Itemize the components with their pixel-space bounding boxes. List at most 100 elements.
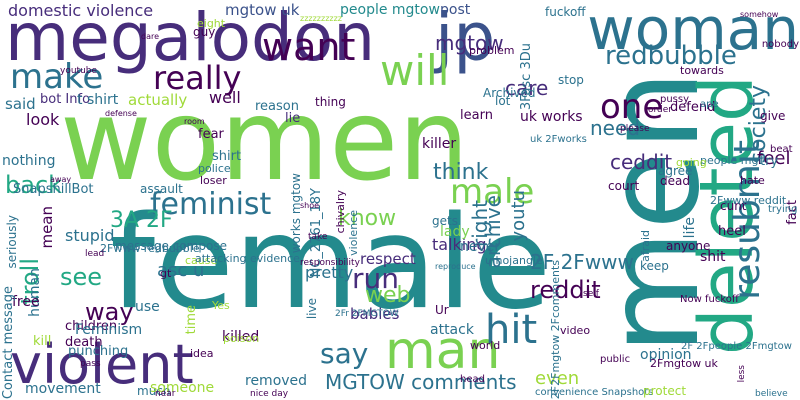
cloud-word: going	[676, 156, 707, 169]
cloud-word: heel	[718, 224, 746, 239]
cloud-word: kill	[33, 334, 52, 349]
cloud-word: cunt	[720, 199, 747, 213]
cloud-word: free	[12, 294, 40, 310]
cloud-word: cause	[185, 254, 218, 267]
cloud-word: lie	[285, 111, 301, 126]
cloud-word: 2Fwww reddit	[710, 194, 787, 207]
cloud-word: protect	[643, 384, 687, 398]
cloud-word: children	[65, 319, 118, 334]
cloud-word: lead	[85, 249, 105, 259]
cloud-word: 3A 2F	[110, 208, 173, 233]
cloud-word: way	[85, 298, 134, 326]
cloud-word: afraid	[639, 230, 652, 262]
cloud-word: violent	[10, 333, 194, 396]
cloud-word: nice day	[250, 389, 289, 399]
cloud-word: assault	[140, 182, 183, 196]
cloud-word: u hojangle	[485, 254, 543, 267]
cloud-word: mgtow	[435, 31, 504, 55]
cloud-word: Ur	[435, 303, 449, 317]
cloud-word: hit	[485, 307, 538, 353]
cloud-word: agree	[658, 164, 693, 178]
cloud-word: redbubble	[605, 41, 737, 71]
cloud-word: zzzzzzzzzz	[300, 14, 342, 23]
cloud-word: movement	[25, 381, 101, 397]
cloud-word: 3Fasc 3Du	[519, 43, 534, 111]
cloud-word: 2F 2Fpeople 2Fmgtow	[681, 341, 792, 352]
cloud-word: head	[460, 374, 485, 385]
cloud-word: fuckoff	[545, 5, 586, 19]
cloud-word: away	[50, 175, 72, 184]
cloud-word: 2F 2Fwww	[530, 250, 634, 274]
cloud-word: know	[338, 206, 397, 231]
cloud-word: life	[682, 217, 698, 239]
cloud-word: Archived	[483, 86, 536, 100]
cloud-word: female	[110, 189, 552, 338]
cloud-word: police	[198, 162, 231, 175]
cloud-word: respect	[360, 250, 416, 268]
cloud-word: try	[760, 154, 779, 169]
cloud-word: make	[10, 57, 104, 97]
cloud-word: lady	[440, 224, 470, 240]
cloud-word: stop	[558, 73, 584, 87]
cloud-word: male	[450, 172, 535, 212]
cloud-word: use	[135, 299, 160, 315]
cloud-word: Contact message	[1, 285, 16, 399]
cloud-word: nothing	[2, 153, 56, 169]
cloud-word: punching	[68, 344, 129, 359]
cloud-word: removed	[245, 373, 308, 389]
cloud-word: want	[262, 25, 356, 69]
cloud-word: uk 2Fworks	[530, 134, 587, 145]
cloud-word: nobody	[761, 39, 799, 50]
cloud-word: run	[352, 262, 400, 295]
cloud-word: order	[648, 105, 672, 115]
cloud-word: world	[470, 339, 501, 352]
cloud-word: woman	[587, 0, 799, 63]
cloud-word: shirt	[212, 149, 242, 164]
cloud-word: care	[505, 76, 549, 100]
cloud-word: MGTOW comments	[325, 370, 517, 394]
cloud-word: jp	[435, 0, 496, 76]
cloud-word: back	[5, 171, 63, 199]
cloud-word: say	[320, 337, 369, 370]
cloud-word: asc u	[157, 260, 205, 281]
cloud-word: fear	[198, 127, 224, 142]
cloud-word: feel	[757, 148, 791, 169]
cloud-word: man	[385, 321, 501, 381]
cloud-word: never	[460, 239, 501, 255]
cloud-word: even	[535, 368, 580, 389]
cloud-word: women	[60, 76, 470, 206]
cloud-word: killed	[222, 329, 260, 345]
cloud-word: believe	[755, 389, 788, 399]
cloud-word: mean	[38, 206, 56, 249]
cloud-word: feminist	[150, 187, 272, 222]
cloud-word: pussy	[660, 94, 690, 105]
cloud-word: self	[583, 289, 599, 299]
cloud-word: SnapshillBot	[13, 182, 94, 197]
cloud-word: time	[184, 305, 199, 335]
cloud-word: 2Fmgtow uk	[650, 357, 718, 370]
cloud-word: death	[65, 335, 103, 350]
cloud-word: gets	[432, 214, 458, 228]
cloud-word: thing	[315, 95, 346, 109]
cloud-word: violence	[347, 210, 360, 256]
cloud-word: hate	[740, 174, 765, 187]
cloud-word: take	[308, 232, 328, 242]
cloud-word: uk works	[520, 109, 583, 125]
cloud-word: pass	[80, 359, 101, 369]
cloud-word: youtube	[60, 66, 98, 76]
cloud-word: idea	[190, 347, 214, 360]
cloud-word: poison	[223, 332, 260, 345]
cloud-word: somehow	[740, 10, 779, 19]
cloud-word: killer	[422, 136, 457, 152]
cloud-word: loser	[200, 174, 227, 187]
cloud-word: people mgt	[700, 154, 763, 167]
cloud-word: opinion	[640, 347, 692, 363]
cloud-word: look	[26, 110, 60, 129]
cloud-word: attack	[430, 322, 474, 338]
cloud-word: pretty	[305, 263, 354, 282]
cloud-word: think	[433, 160, 489, 185]
cloud-word: said	[5, 95, 36, 113]
cloud-word: need	[590, 116, 640, 140]
cloud-word: Yes	[212, 299, 230, 312]
